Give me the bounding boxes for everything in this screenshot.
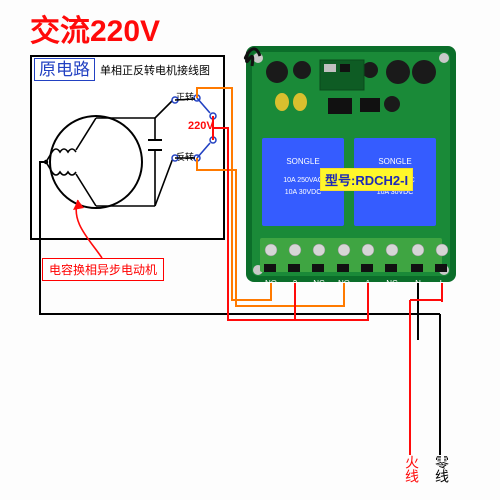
svg-text:NC: NC <box>386 279 398 288</box>
model-label: 型号:RDCH2-I <box>320 168 413 191</box>
svg-text:NO: NO <box>265 279 277 288</box>
label-forward: 正转 <box>176 90 194 103</box>
svg-text:1: 1 <box>366 279 371 288</box>
svg-text:L: L <box>440 279 445 288</box>
pcb-module: SONGLE SONGLE 10A 250VAC 10A 250VAC 10A … <box>242 42 460 290</box>
schematic-box <box>30 55 225 240</box>
neutral-wire-label: 零线 <box>432 455 452 483</box>
svg-text:2: 2 <box>293 279 298 288</box>
label-220v: 220V <box>188 120 214 132</box>
svg-text:10A 250VAC: 10A 250VAC <box>283 177 323 184</box>
schematic-header: 原电路 <box>34 58 95 81</box>
model-value: RDCH2-I <box>355 173 408 188</box>
hot-wire-label: 火线 <box>402 455 422 483</box>
svg-text:SONGLE: SONGLE <box>286 157 319 166</box>
svg-text:N: N <box>415 279 421 288</box>
svg-text:NC: NC <box>313 279 325 288</box>
model-prefix: 型号: <box>325 173 355 188</box>
schematic-subtitle: 单相正反转电机接线图 <box>100 62 210 78</box>
page-title: 交流220V <box>30 6 160 50</box>
label-reverse: 反转 <box>176 150 194 163</box>
svg-text:SONGLE: SONGLE <box>378 157 411 166</box>
svg-text:NO: NO <box>338 279 350 288</box>
motor-label: 电容换相异步电动机 <box>42 258 164 281</box>
svg-text:10A 30VDC: 10A 30VDC <box>285 189 322 196</box>
